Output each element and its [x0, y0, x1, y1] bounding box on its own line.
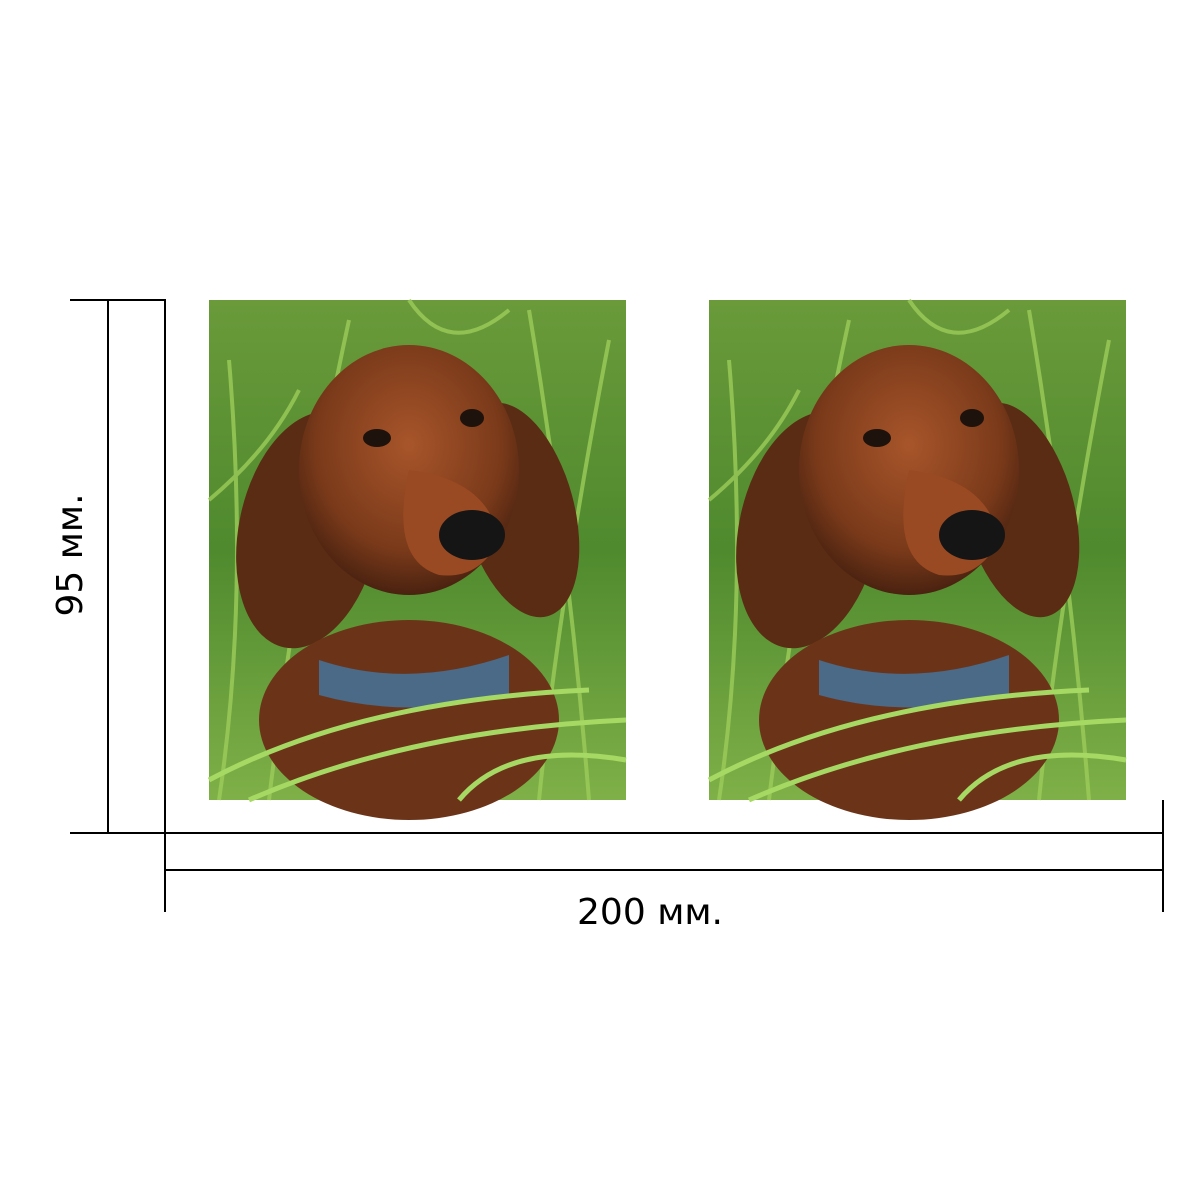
photo-right	[709, 300, 1126, 820]
width-label: 200 мм.	[577, 892, 723, 933]
photo-left	[209, 300, 626, 820]
height-dimension: 95 мм.	[50, 299, 166, 834]
height-label: 95 мм.	[50, 493, 91, 616]
width-dimension: 200 мм.	[164, 800, 1164, 933]
